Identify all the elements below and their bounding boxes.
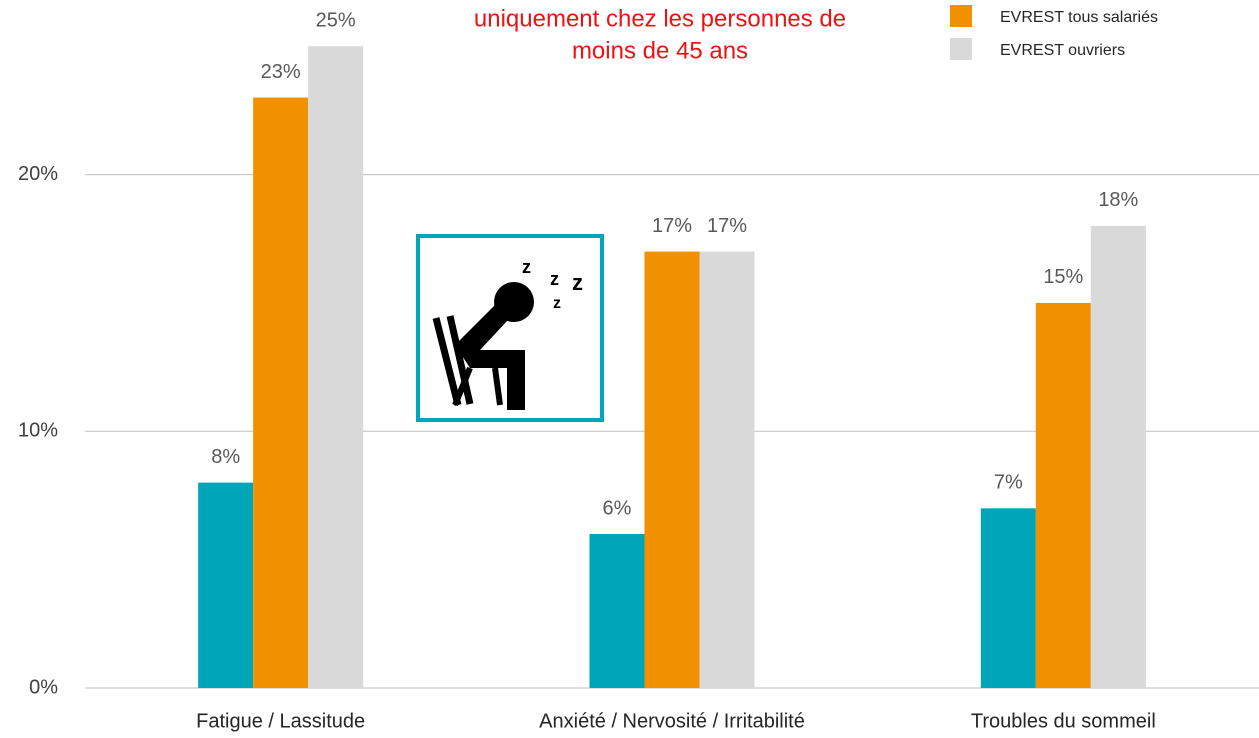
value-label: 17% bbox=[652, 215, 692, 237]
bar bbox=[1090, 225, 1146, 688]
y-tick-label: 0% bbox=[29, 676, 58, 698]
bar bbox=[308, 46, 364, 688]
x-tick-label: Troubles du sommeil bbox=[971, 710, 1156, 732]
bar bbox=[644, 251, 700, 688]
legend-label: EVREST ouvriers bbox=[1000, 42, 1125, 59]
bar bbox=[198, 482, 254, 688]
x-tick-label: Fatigue / Lassitude bbox=[196, 710, 365, 732]
value-label: 18% bbox=[1098, 189, 1138, 211]
value-label: 17% bbox=[707, 215, 747, 237]
bar bbox=[699, 251, 755, 688]
svg-text:z: z bbox=[550, 269, 559, 289]
legend-swatch bbox=[950, 38, 972, 60]
subtitle: moins de 45 ans bbox=[572, 37, 748, 64]
svg-text:z: z bbox=[522, 257, 531, 277]
value-label: 6% bbox=[603, 497, 632, 519]
legend-swatch bbox=[950, 5, 972, 27]
subtitle: uniquement chez les personnes de bbox=[474, 5, 846, 32]
value-label: 7% bbox=[994, 472, 1023, 494]
svg-text:z: z bbox=[553, 295, 561, 312]
bar bbox=[1035, 302, 1091, 688]
y-tick-label: 10% bbox=[18, 420, 58, 442]
bar bbox=[253, 97, 309, 688]
value-label: 8% bbox=[211, 446, 240, 468]
bar bbox=[589, 533, 645, 688]
value-label: 25% bbox=[316, 9, 356, 31]
value-label: 23% bbox=[261, 61, 301, 83]
bar bbox=[980, 508, 1036, 688]
svg-text:z: z bbox=[572, 270, 583, 295]
sleep-icon: z z z z bbox=[416, 234, 604, 422]
y-tick-label: 20% bbox=[18, 163, 58, 185]
x-tick-label: Anxiété / Nervosité / Irritabilité bbox=[539, 710, 805, 732]
value-label: 15% bbox=[1043, 266, 1083, 288]
legend-label: EVREST tous salariés bbox=[1000, 9, 1158, 26]
